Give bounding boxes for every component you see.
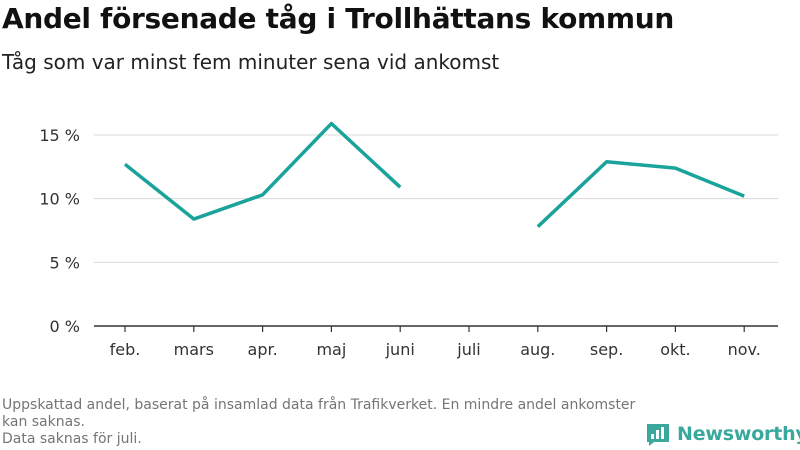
y-tick-label: 10 % bbox=[39, 190, 80, 209]
series-lines bbox=[123, 121, 745, 228]
x-tick-label: apr. bbox=[248, 340, 278, 359]
x-tick-label: juli bbox=[456, 340, 480, 359]
newsworthy-logo-icon bbox=[647, 424, 669, 446]
x-tick-label: maj bbox=[316, 340, 346, 359]
footnote: Uppskattad andel, baserat på insamlad da… bbox=[2, 397, 642, 448]
brand-logo: Newsworthy bbox=[645, 421, 800, 447]
chart-subtitle: Tåg som var minst fem minuter sena vid a… bbox=[2, 50, 500, 74]
y-tick-label: 15 % bbox=[39, 126, 80, 145]
brand-name: Newsworthy bbox=[677, 423, 800, 445]
y-axis-ticks: 0 % 5 % 10 % 15 % bbox=[39, 126, 80, 336]
x-tick-label: nov. bbox=[728, 340, 761, 359]
chart-title: Andel försenade tåg i Trollhättans kommu… bbox=[2, 2, 675, 35]
footnote-source: Uppskattad andel, baserat på insamlad da… bbox=[2, 397, 636, 430]
x-tick-label: sep. bbox=[590, 340, 623, 359]
footnote-missing-data: Data saknas för juli. bbox=[2, 431, 142, 447]
x-tick-label: okt. bbox=[660, 340, 690, 359]
x-tick-label: aug. bbox=[520, 340, 555, 359]
series-line-segment bbox=[536, 159, 745, 228]
y-tick-label: 5 % bbox=[50, 253, 80, 272]
grid-lines bbox=[94, 134, 778, 263]
x-tick-label: feb. bbox=[110, 340, 141, 359]
y-tick-label: 0 % bbox=[50, 317, 80, 336]
x-tick-label: juni bbox=[385, 340, 415, 359]
x-tick-label: mars bbox=[174, 340, 214, 359]
series-line-segment bbox=[123, 121, 402, 221]
x-axis: feb. mars apr. maj juni juli aug. sep. okt. nov. bbox=[94, 325, 778, 359]
